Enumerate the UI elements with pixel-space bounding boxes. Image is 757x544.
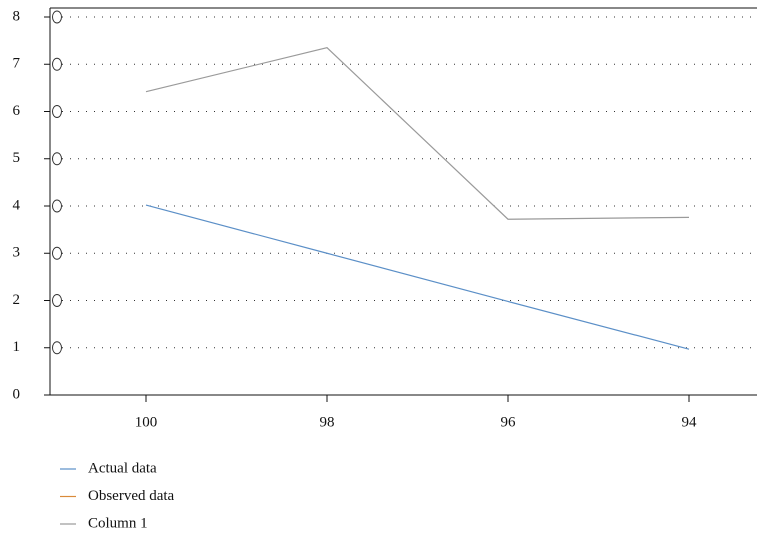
- y-tick-label: 3: [13, 245, 21, 261]
- y-tick-label: 5: [13, 150, 21, 166]
- axis-marker: [52, 294, 62, 307]
- axis-marker: [52, 57, 62, 71]
- y-tick-label: 4: [13, 197, 21, 213]
- y-tick-label: 0: [13, 386, 21, 402]
- axis-marker: [52, 10, 62, 24]
- x-tick-label: 96: [501, 414, 517, 430]
- legend-label: Column 1: [88, 515, 148, 531]
- axis-marker: [52, 105, 62, 118]
- y-tick-label: 2: [13, 292, 21, 308]
- x-tick-label: 100: [135, 414, 158, 430]
- x-tick-label: 98: [320, 414, 335, 430]
- series-line: [145, 47, 690, 220]
- y-tick-label: 6: [13, 103, 21, 119]
- series-line: [145, 204, 690, 350]
- axis-marker: [52, 199, 62, 213]
- axis-marker: [52, 246, 62, 260]
- legend-label: Actual data: [88, 460, 157, 476]
- axis-marker: [52, 341, 62, 355]
- legend-label: Observed data: [88, 488, 175, 504]
- y-tick-label: 1: [13, 339, 21, 355]
- y-tick-label: 7: [13, 56, 21, 72]
- axis-marker: [52, 152, 62, 166]
- y-tick-label: 8: [13, 8, 21, 24]
- x-tick-label: 94: [682, 414, 698, 430]
